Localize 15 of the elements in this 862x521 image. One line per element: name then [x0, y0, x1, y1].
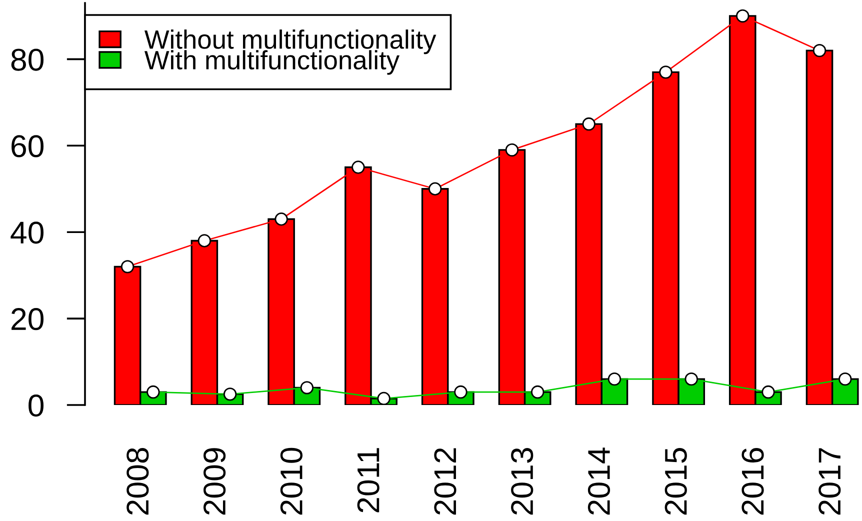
x-tick-label: 2008	[126, 448, 149, 515]
x-tick-label: 2012	[434, 448, 456, 515]
x-tick-label: 2015	[664, 448, 687, 515]
x-tick-label: 2017	[818, 448, 841, 515]
y-tick-label: 40	[10, 222, 44, 244]
y-tick-label: 0	[28, 394, 44, 417]
x-tick-label: 2011	[357, 448, 380, 512]
y-tick-label: 20	[12, 308, 44, 330]
x-tick-label: 2016	[742, 448, 764, 515]
y-tick-label: 60	[12, 135, 44, 158]
x-tick-label: 2013	[511, 448, 534, 515]
x-tick-label: 2014	[588, 448, 610, 515]
y-tick-label: 80	[11, 48, 44, 71]
x-tick-label: 2009	[204, 448, 226, 515]
x-tick-label: 2010	[280, 448, 303, 515]
